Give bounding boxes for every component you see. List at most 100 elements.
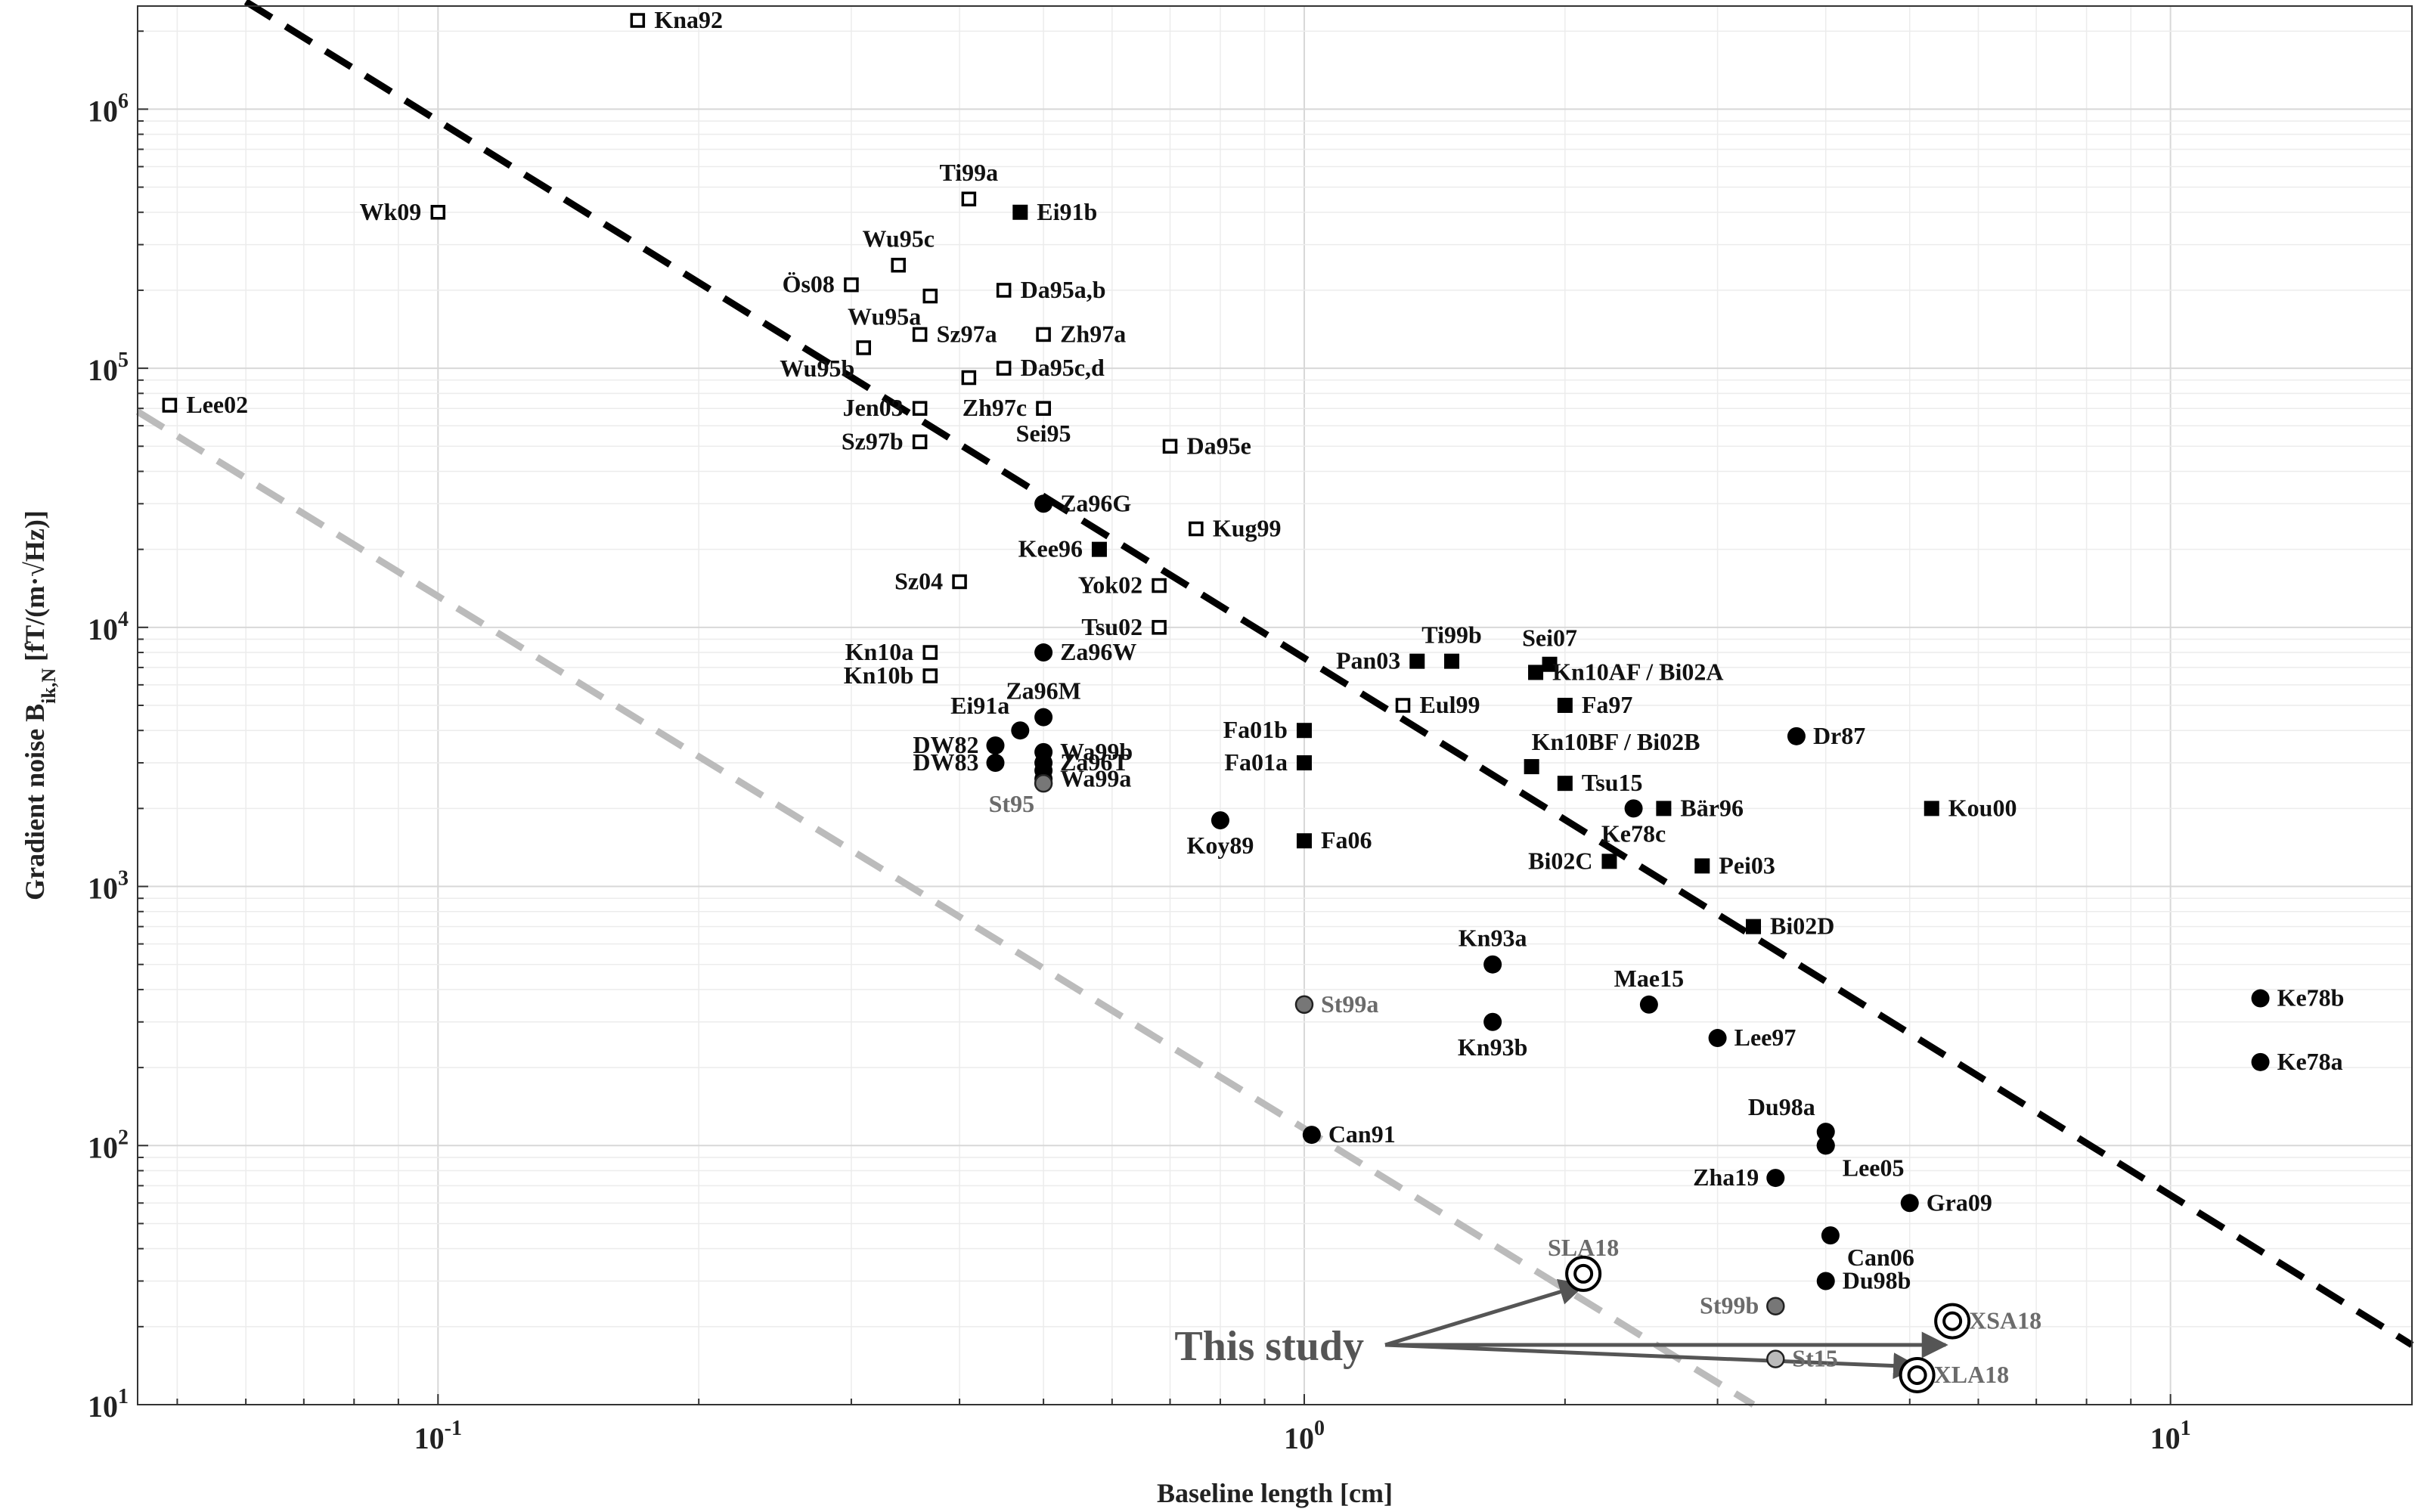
- filled-circle-marker: [1766, 1169, 1785, 1188]
- open-square-marker: [1395, 698, 1411, 713]
- data-label: Kn93b: [1458, 1033, 1527, 1061]
- data-label: Ti99a: [940, 159, 999, 186]
- gray-circle-marker: [1294, 995, 1314, 1015]
- data-label: Fa01b: [1223, 716, 1288, 743]
- data-label: Za96G: [1060, 489, 1131, 516]
- this-study-arrow: [1384, 1343, 1920, 1380]
- filled-circle-marker: [1034, 708, 1053, 727]
- open-square-marker: [1152, 620, 1167, 635]
- open-square-marker: [430, 205, 446, 220]
- data-label: Ti99b: [1421, 621, 1481, 649]
- open-square-marker: [1036, 401, 1051, 416]
- data-label: Tsu02: [1081, 613, 1142, 640]
- filled-circle-marker: [986, 754, 1005, 773]
- data-label: Zh97a: [1060, 320, 1126, 347]
- upper-trend-line: [243, 0, 2414, 1348]
- data-label: Sei95: [1016, 420, 1071, 447]
- data-label: Pan03: [1336, 647, 1400, 674]
- data-label: Za96M: [1006, 677, 1081, 705]
- data-label: Ke78b: [2277, 984, 2345, 1012]
- filled-square-marker: [1557, 776, 1573, 792]
- filled-circle-marker: [1211, 811, 1229, 830]
- light-circle-marker: [1766, 1349, 1785, 1368]
- y-tick-label-base: 10: [88, 1130, 118, 1164]
- y-tick-label-exponent: 3: [118, 867, 129, 891]
- gray-circle-marker: [1034, 773, 1053, 793]
- y-axis-title-subscript: ik,N: [38, 668, 60, 704]
- filled-circle-marker: [1821, 1226, 1840, 1245]
- data-label: XLA18: [1934, 1361, 2010, 1388]
- y-tick-label: 106: [88, 89, 129, 128]
- this-study-marker-inner: [1907, 1365, 1927, 1385]
- filled-square-marker: [1409, 653, 1425, 669]
- data-label: Lee02: [186, 391, 248, 418]
- x-tick-label-exponent: -1: [445, 1417, 462, 1440]
- data-label: SLA18: [1548, 1234, 1619, 1261]
- data-label: Zh97c: [963, 394, 1027, 421]
- open-square-marker: [1152, 578, 1167, 593]
- trend-lines: [135, 0, 2414, 1408]
- open-square-marker: [996, 283, 1012, 298]
- x-axis-title: Baseline length [cm]: [1157, 1478, 1393, 1508]
- open-square-marker: [1189, 521, 1204, 537]
- open-square-marker: [952, 574, 967, 590]
- filled-square-marker: [1924, 801, 1939, 816]
- y-tick-label-base: 10: [88, 612, 118, 646]
- data-label: Sz04: [894, 567, 943, 594]
- data-label: Zha19: [1693, 1163, 1759, 1191]
- y-axis-title: Gradient noise Bik,N [fT/(m·√Hz)]: [20, 510, 60, 900]
- data-label: Kn10AF / Bi02A: [1552, 658, 1723, 685]
- data-label: Fa97: [1582, 691, 1633, 718]
- open-square-marker: [996, 361, 1012, 376]
- data-label: Ke78a: [2277, 1048, 2343, 1075]
- data-label: Sz97b: [842, 427, 904, 454]
- data-label: St95: [989, 790, 1034, 817]
- x-tick-label-exponent: 0: [1314, 1417, 1325, 1440]
- y-tick-label-base: 10: [88, 353, 118, 387]
- data-labels: Kna92 Wk09 Ti99a Wu95c Ös08 Wu95a Da95a,b Sz97a…: [186, 6, 2344, 1388]
- data-label: DW83: [913, 748, 978, 776]
- open-square-marker: [912, 327, 928, 342]
- data-label: Da95e: [1187, 432, 1251, 459]
- data-label: Eul99: [1420, 691, 1480, 718]
- y-tick-label-exponent: 1: [118, 1385, 129, 1408]
- data-label: Can91: [1328, 1120, 1396, 1148]
- filled-circle-marker: [2251, 1052, 2270, 1071]
- data-label: Yok02: [1078, 572, 1142, 599]
- filled-circle-marker: [1034, 643, 1053, 662]
- data-label: Wa99b: [1060, 738, 1133, 765]
- data-label: Lee97: [1734, 1024, 1796, 1051]
- open-square-marker: [162, 398, 178, 413]
- filled-circle-marker: [2251, 989, 2270, 1008]
- filled-circle-marker: [1708, 1029, 1727, 1048]
- data-label: Da95a,b: [1021, 276, 1106, 303]
- filled-square-marker: [1694, 858, 1710, 874]
- data-label: Kn10a: [845, 638, 914, 665]
- open-square-marker: [844, 277, 859, 293]
- filled-circle-marker: [1483, 955, 1502, 974]
- this-study-annotation: This study: [1174, 1278, 1948, 1380]
- gray-circle-marker: [1766, 1297, 1785, 1315]
- filled-square-marker: [1746, 919, 1762, 934]
- open-square-marker: [961, 191, 977, 206]
- data-label: Kn10b: [844, 662, 913, 689]
- open-square-marker: [922, 668, 938, 683]
- data-label: Wu95b: [780, 355, 854, 382]
- x-tick-label-base: 10: [1284, 1421, 1314, 1455]
- filled-circle-marker: [1900, 1194, 1919, 1213]
- data-label: XSA18: [1969, 1307, 2041, 1334]
- data-label: DW82: [913, 731, 978, 758]
- filled-square-marker: [1012, 204, 1028, 220]
- this-study-label: This study: [1174, 1323, 1364, 1370]
- filled-square-marker: [1542, 656, 1558, 672]
- data-label: Pei03: [1719, 851, 1775, 878]
- open-square-marker: [630, 13, 646, 28]
- filled-circle-marker: [1816, 1123, 1835, 1142]
- y-tick-label: 101: [88, 1385, 129, 1424]
- data-label: Ei91a: [950, 692, 1009, 719]
- data-label: Bi02C: [1528, 847, 1592, 874]
- data-label: Ke78c: [1601, 820, 1666, 847]
- data-label: Fa01a: [1224, 748, 1288, 776]
- data-label: Kn93a: [1459, 925, 1527, 952]
